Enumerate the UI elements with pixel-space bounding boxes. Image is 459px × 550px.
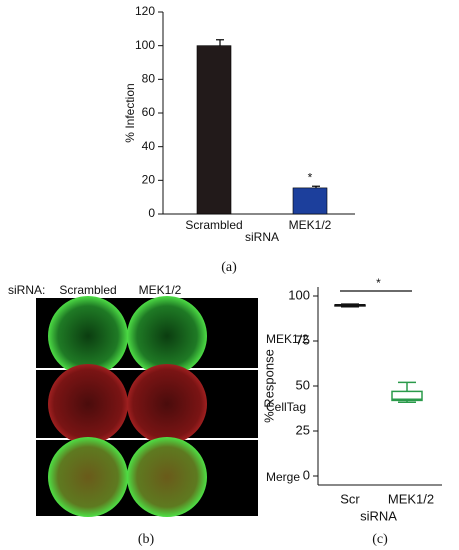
bar [196,45,232,215]
y-tick-label: 60 [142,105,156,119]
well [48,296,128,376]
x-axis-label: siRNA [245,230,279,244]
x-axis-label: siRNA [360,508,397,523]
y-tick-label: 75 [296,332,310,347]
panel-label: (b) [138,532,155,547]
bar [292,187,328,215]
well [48,437,128,517]
well [127,364,207,444]
x-tick-label: Scr [340,491,360,506]
y-tick-label: 100 [135,38,155,52]
y-tick-label: 100 [288,287,310,302]
well [127,437,207,517]
column-label: Scrambled [59,283,116,297]
row-label: MEK1/2 [266,332,309,346]
panel-label: (a) [221,260,237,275]
panel-b-image [36,296,258,517]
y-tick-label: 80 [142,72,156,86]
y-tick-label: 0 [148,206,155,220]
x-tick-label: Scrambled [185,218,242,232]
row-header: siRNA: [8,283,45,297]
well [127,296,207,376]
row-label: Merge [266,470,300,484]
annotation: * [376,276,381,290]
y-tick-label: 40 [142,139,156,153]
y-tick-label: 25 [296,422,310,437]
well [48,364,128,444]
y-tick-label: 20 [142,173,156,187]
panel-label: (c) [372,532,388,547]
row-label: CellTag [266,400,306,414]
y-tick-label: 0 [303,467,310,482]
x-tick-label: MEK1/2 [289,218,332,232]
y-tick-label: 120 [135,4,155,18]
column-label: MEK1/2 [139,283,182,297]
x-tick-label: MEK1/2 [388,491,434,506]
y-axis-label: % Response [261,349,276,423]
y-tick-label: 50 [296,377,310,392]
y-axis-label: % Infection [123,83,137,142]
annotation: * [308,170,313,184]
